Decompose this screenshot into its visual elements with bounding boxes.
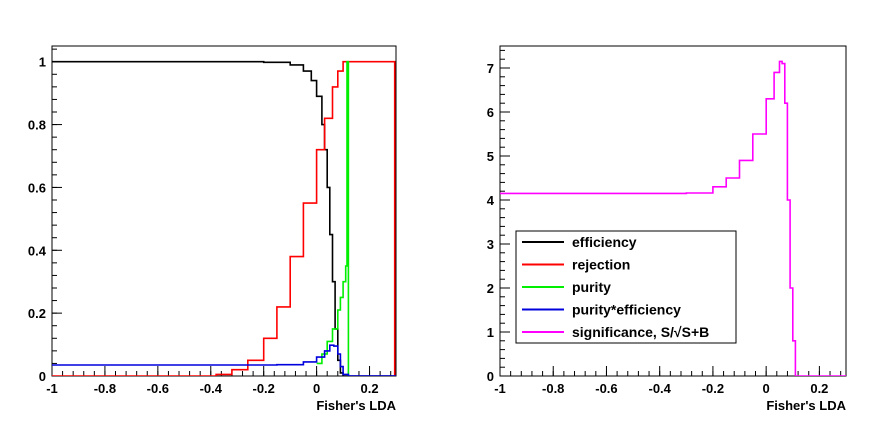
x-tick-label: -0.6 [595, 381, 617, 396]
y-tick-label: 6 [487, 105, 494, 120]
y-tick-label: 0.4 [28, 243, 47, 258]
y-tick-label: 3 [487, 237, 494, 252]
x-tick-label: -0.4 [200, 381, 223, 396]
series-efficiency [52, 60, 396, 376]
x-tick-label: -0.8 [94, 381, 116, 396]
x-axis-title: Fisher's LDA [316, 398, 396, 413]
plot-frame [51, 45, 397, 377]
x-tick-label: 0.2 [360, 381, 378, 396]
y-tick-label: 0 [39, 369, 46, 384]
left-chart: -1 -0.8 -0.6 -0.4 -0.2 0 0.2 0 0.2 0.4 0.6 0.8 1 Fish… [28, 45, 397, 413]
series-purity-efficiency [52, 344, 396, 376]
x-tick-label: -1 [46, 381, 58, 396]
x-tick-label: 0 [763, 381, 770, 396]
y-tick-label: 0.6 [28, 180, 46, 195]
x-tick-label: -0.4 [648, 381, 671, 396]
legend-label: purity*efficiency [572, 302, 681, 318]
x-tick-label: -0.2 [702, 381, 724, 396]
y-tick-label: 0 [487, 369, 494, 384]
right-chart: -1 -0.8 -0.6 -0.4 -0.2 0 0.2 0 1 2 3 4 5 6 7 Fisher's L… [487, 45, 847, 413]
y-tick-label: 0.8 [28, 118, 46, 133]
y-tick-label: 2 [487, 281, 494, 296]
series-purity [316, 60, 350, 376]
y-tick-label: 1 [39, 55, 46, 70]
y-tick-label: 7 [487, 61, 494, 76]
y-tick-label: 5 [487, 149, 494, 164]
x-tick-label: 0.2 [810, 381, 828, 396]
x-tick-label: -0.2 [252, 381, 274, 396]
x-tick-label: -0.6 [147, 381, 169, 396]
y-tick-label: 1 [487, 325, 494, 340]
legend-label: rejection [572, 257, 630, 273]
x-tick-label: -1 [494, 381, 506, 396]
legend: efficiency rejection purity purity*efficien… [515, 230, 737, 344]
legend-label: purity [572, 279, 611, 295]
series-rejection [52, 60, 396, 376]
y-tick-label: 4 [487, 193, 495, 208]
plot-frame [499, 45, 847, 377]
x-axis-title: Fisher's LDA [766, 398, 846, 413]
y-tick-label: 0.2 [28, 306, 46, 321]
legend-label: efficiency [572, 234, 637, 250]
x-tick-label: 0 [313, 381, 320, 396]
legend-label: significance, S/√S+B [572, 324, 709, 340]
x-tick-label: -0.8 [542, 381, 564, 396]
series-significance-s-s-b [500, 60, 846, 376]
